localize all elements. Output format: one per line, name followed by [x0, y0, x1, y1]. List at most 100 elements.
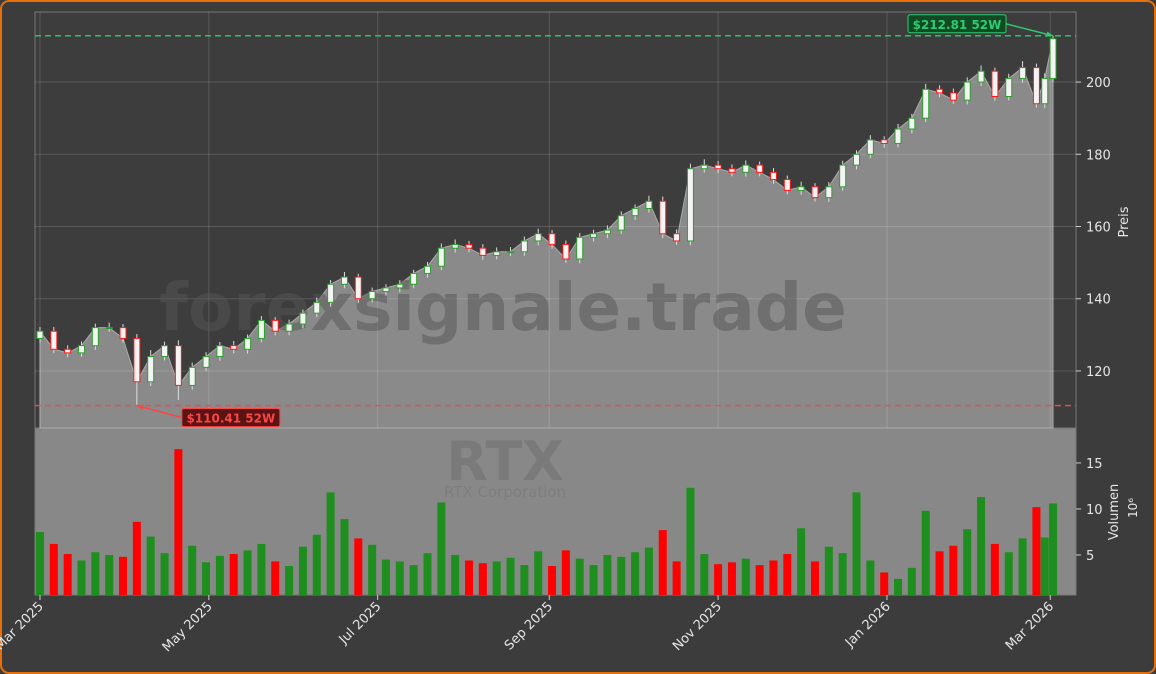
candle-body: [285, 323, 293, 332]
y-tick-label: 200: [1086, 76, 1111, 91]
annotation-arrowhead: [136, 404, 144, 410]
candle-body: [147, 356, 155, 383]
candle-body: [603, 229, 611, 235]
volume-bar: [769, 560, 778, 595]
volume-bar: [714, 564, 723, 595]
candle-body: [645, 200, 653, 209]
candle-body: [174, 345, 182, 386]
volume-bar: [312, 534, 321, 595]
candle-body: [1005, 77, 1013, 97]
candle-body: [728, 168, 736, 173]
candle-body: [936, 88, 944, 94]
volume-bar: [91, 552, 100, 595]
candle-body: [880, 139, 888, 144]
volume-bar: [977, 497, 986, 595]
volume-unit: 10⁶: [1126, 498, 1140, 518]
candle-body: [340, 276, 348, 285]
candle-body: [769, 171, 777, 181]
volume-bar: [1018, 538, 1027, 595]
candle-body: [576, 236, 584, 260]
annotation-label: $110.41 52W: [186, 412, 275, 426]
candle-body: [659, 200, 667, 235]
volume-bar: [575, 558, 584, 595]
candle-body: [271, 319, 279, 332]
candle-body: [423, 265, 431, 274]
volume-bar: [935, 551, 944, 595]
candle-body: [1032, 67, 1040, 105]
y-axis-label: Preis: [1117, 206, 1132, 237]
candle-body: [742, 164, 750, 173]
candle-body: [119, 327, 127, 339]
candle-body: [230, 345, 238, 350]
volume-bar: [949, 545, 958, 595]
volume-bar: [797, 528, 806, 595]
candle-body: [700, 164, 708, 170]
volume-bar: [644, 547, 653, 595]
candle-body: [64, 348, 72, 354]
volume-bar: [132, 521, 141, 595]
candle-body: [188, 366, 196, 386]
candle-body: [520, 240, 528, 253]
candle-body: [894, 128, 902, 144]
volume-bar: [783, 554, 792, 595]
volume-bar: [866, 560, 875, 595]
candle-body: [451, 244, 459, 249]
y-tick-label: 140: [1086, 293, 1111, 308]
volume-bar: [202, 562, 211, 595]
candle-body: [756, 164, 764, 173]
watermark-symbol: RTX: [446, 430, 564, 493]
candle-body: [133, 337, 141, 383]
candle-body: [963, 81, 971, 101]
candle-body: [382, 287, 390, 292]
volume-bar: [478, 563, 487, 595]
candle-body: [354, 276, 362, 300]
volume-bar: [146, 536, 155, 595]
volume-bar: [990, 543, 999, 595]
candle-body: [617, 215, 625, 231]
volume-bar: [409, 565, 418, 595]
volume-bar: [603, 554, 612, 595]
volume-bar: [105, 554, 114, 595]
candle-body: [78, 345, 86, 354]
candle-body: [36, 330, 44, 339]
volume-bar: [1004, 552, 1013, 595]
volume-bar: [921, 510, 930, 595]
candle-body: [839, 164, 847, 188]
candle-body: [548, 233, 556, 246]
volume-bar: [492, 561, 501, 595]
volume-tick-label: 15: [1086, 457, 1103, 472]
candle-body: [714, 164, 722, 170]
volume-bar: [160, 553, 169, 595]
candle-body: [783, 179, 791, 191]
volume-bar: [755, 565, 764, 595]
annotation-label: $212.81 52W: [913, 18, 1002, 32]
volume-tick-label: 5: [1086, 549, 1094, 564]
candle-body: [562, 244, 570, 260]
volume-bar: [298, 546, 307, 595]
volume-bar: [368, 544, 377, 595]
volume-bar: [838, 553, 847, 595]
y-tick-label: 120: [1086, 365, 1111, 380]
volume-bar: [672, 561, 681, 595]
volume-bar: [423, 553, 432, 595]
volume-bar: [810, 561, 819, 595]
candle-body: [244, 337, 252, 350]
volume-bar: [243, 550, 252, 595]
volume-bar: [658, 530, 667, 595]
candle-body: [631, 207, 639, 217]
candle-body: [673, 233, 681, 242]
volume-bar: [437, 502, 446, 595]
volume-bar: [963, 529, 972, 595]
candle-body: [686, 168, 694, 242]
volume-bar: [49, 543, 58, 595]
candle-body: [493, 251, 501, 256]
candle-body: [479, 247, 487, 256]
volume-bar: [340, 519, 349, 595]
volume-bar: [824, 546, 833, 595]
candle-body: [507, 251, 515, 254]
volume-bar: [534, 551, 543, 595]
volume-bar: [451, 554, 460, 595]
candle-body: [437, 247, 445, 267]
volume-bar: [700, 554, 709, 595]
